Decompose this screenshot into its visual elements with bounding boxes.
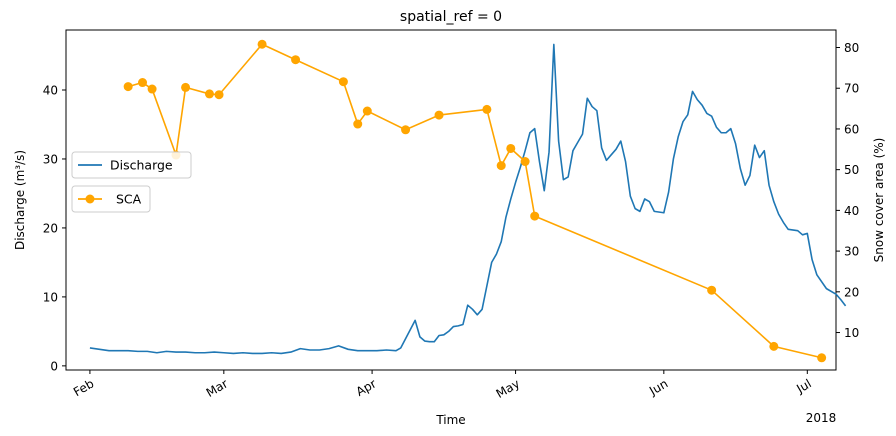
right-y-axis-label: Snow cover area (%) [872, 138, 886, 263]
data-point-sca [707, 285, 717, 295]
left-y-axis-label: Discharge (m³/s) [13, 150, 27, 250]
series-markers [123, 39, 827, 363]
data-point-sca [338, 77, 348, 87]
legend-discharge-frame [71, 151, 192, 179]
right-y-tick-label: 80 [844, 41, 859, 55]
chart-title: spatial_ref = 0 [400, 9, 502, 25]
data-point-sca [147, 84, 157, 94]
right-y-tick-label: 20 [844, 285, 859, 299]
data-point-sca [506, 143, 516, 153]
x-tick-label: Jul [793, 376, 813, 396]
x-tick-label: Apr [354, 376, 379, 399]
x-tick-label: Mar [204, 376, 231, 399]
left-y-tick-label: 30 [43, 152, 58, 166]
data-point-sca [204, 89, 214, 99]
year-label: 2018 [806, 411, 837, 425]
data-point-sca [520, 157, 530, 167]
right-y-axis-ticks: 10 20 30 40 50 60 70 80 [836, 41, 859, 340]
data-point-sca [769, 341, 779, 351]
series-line-discharge [89, 43, 847, 355]
data-point-sca [257, 39, 267, 49]
data-point-sca [291, 55, 301, 65]
left-y-tick-label: 0 [50, 359, 58, 373]
series-lines [89, 43, 847, 359]
legend-sca: SCA [71, 185, 151, 213]
left-y-tick-label: 20 [43, 221, 58, 235]
legend-discharge: Discharge [71, 151, 192, 179]
legend-sca-swatch-marker [85, 194, 95, 204]
plot-area [65, 29, 837, 371]
data-point-sca [401, 125, 411, 135]
data-point-sca [181, 82, 191, 92]
right-y-tick-label: 70 [844, 82, 859, 96]
data-point-sca [434, 110, 444, 120]
right-y-tick-label: 40 [844, 204, 859, 218]
right-y-tick-label: 10 [844, 326, 859, 340]
legend-sca-label: SCA [116, 192, 142, 207]
legend-sca-frame [71, 185, 151, 213]
data-point-sca [123, 82, 133, 92]
x-tick-label: Jun [646, 376, 670, 398]
data-point-sca [530, 211, 540, 221]
x-axis-ticks: Feb Mar Apr May Jun Jul [71, 370, 814, 401]
left-y-tick-label: 40 [43, 84, 58, 98]
right-y-tick-label: 30 [844, 245, 859, 259]
data-point-sca [353, 119, 363, 129]
left-y-tick-label: 10 [43, 290, 58, 304]
data-point-sca [817, 353, 827, 363]
data-point-sca [496, 161, 506, 171]
plot-frame [65, 29, 837, 371]
left-y-axis-ticks: 0 10 20 30 40 [43, 84, 66, 373]
right-y-tick-label: 50 [844, 163, 859, 177]
legend-discharge-label: Discharge [110, 158, 173, 173]
x-tick-label: Feb [71, 376, 96, 399]
x-axis-label: Time [435, 413, 465, 427]
series-line-sca [127, 43, 822, 359]
x-tick-label: May [494, 376, 522, 401]
data-point-sca [362, 106, 372, 116]
data-point-sca [138, 78, 148, 88]
data-point-sca [214, 90, 224, 100]
right-y-tick-label: 60 [844, 122, 859, 136]
data-point-sca [482, 104, 492, 114]
